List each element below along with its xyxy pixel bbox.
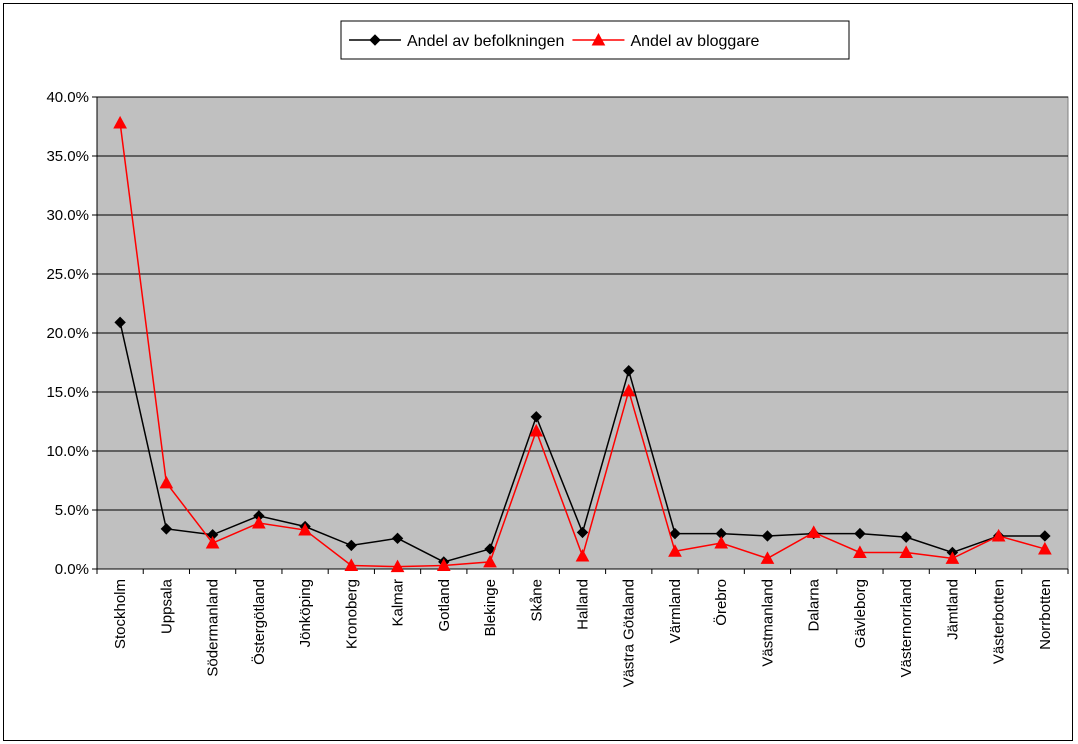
x-tick-label: Örebro xyxy=(712,579,730,626)
data-point-triangle xyxy=(668,544,682,557)
x-tick-label: Västmanland xyxy=(759,579,776,667)
x-tick-label: Halland xyxy=(575,579,592,630)
data-point-triangle xyxy=(591,32,606,46)
data-point-triangle xyxy=(899,545,914,558)
data-point-triangle xyxy=(344,558,359,571)
x-tick-label: Västerbotten xyxy=(991,579,1008,664)
x-tick-label: Värmland xyxy=(667,579,684,643)
y-tick-label: 0.0% xyxy=(55,561,89,578)
y-axis: 0.0% 5.0% 10.0% 15.0% 20.0% 25.0% 30.0% 35.0% 40… xyxy=(46,89,98,578)
y-tick-label: 5.0% xyxy=(55,502,89,519)
data-point-diamond xyxy=(530,411,542,423)
data-point-diamond xyxy=(114,316,126,329)
data-point-triangle xyxy=(529,423,544,437)
x-tick-label: Stockholm xyxy=(112,579,129,649)
legend-item-2: Andel av bloggare xyxy=(572,32,760,50)
legend-label: Andel av befolkningen xyxy=(407,33,564,50)
data-point-triangle xyxy=(113,115,127,129)
gridlines xyxy=(97,96,1068,570)
legend-item-1: Andel av befolkningen xyxy=(349,33,564,50)
x-tick-label: Jämtland xyxy=(944,579,961,640)
y-tick-label: 25.0% xyxy=(46,266,89,283)
y-tick-label: 15.0% xyxy=(46,384,89,401)
data-point-triangle xyxy=(1038,541,1052,555)
x-tick-label: Skåne xyxy=(528,579,545,622)
line-chart: Andel av befolkningen Andel av bloggare 0… xyxy=(46,20,1069,687)
x-tick-label: Kalmar xyxy=(390,579,407,627)
y-tick-label: 40.0% xyxy=(46,89,89,106)
data-point-diamond xyxy=(623,365,635,377)
y-tick-label: 20.0% xyxy=(46,325,89,342)
data-point-triangle xyxy=(806,525,821,538)
data-point-triangle xyxy=(991,528,1006,542)
series-layer xyxy=(113,115,1052,573)
x-axis: Stockholm Uppsala Södermanland Östergötland… xyxy=(96,568,1069,687)
x-tick-label: Södermanland xyxy=(205,579,222,677)
data-point-triangle xyxy=(205,535,220,549)
data-point-triangle xyxy=(436,558,451,571)
x-tick-label: Jönköping xyxy=(297,579,314,647)
x-tick-label: Uppsala xyxy=(158,578,175,634)
x-tick-label: Västra Götaland xyxy=(621,579,638,687)
chart-frame: Andel av befolkningen Andel av bloggare 0… xyxy=(3,3,1073,741)
x-tick-label: Norrbotten xyxy=(1037,579,1054,650)
data-point-diamond xyxy=(900,531,912,543)
data-point-diamond xyxy=(345,539,358,552)
y-tick-label: 30.0% xyxy=(46,207,89,224)
series-2 xyxy=(113,115,1052,573)
data-point-diamond xyxy=(391,532,404,545)
data-point-triangle xyxy=(251,515,266,529)
data-point-triangle xyxy=(945,551,960,564)
data-point-triangle xyxy=(621,383,636,397)
data-point-diamond xyxy=(160,523,173,535)
legend-label: Andel av bloggare xyxy=(630,33,759,50)
data-point-diamond xyxy=(854,527,866,540)
x-tick-label: Kronoberg xyxy=(343,579,360,649)
legend: Andel av befolkningen Andel av bloggare xyxy=(340,20,850,60)
x-tick-label: Blekinge xyxy=(482,579,499,637)
x-tick-label: Dalarna xyxy=(806,578,823,631)
y-tick-label: 10.0% xyxy=(46,443,89,460)
data-point-diamond xyxy=(669,527,681,540)
x-tick-label: Gotland xyxy=(436,579,453,632)
y-tick-label: 35.0% xyxy=(46,148,89,165)
data-point-diamond xyxy=(761,530,774,542)
data-point-diamond xyxy=(1039,530,1051,542)
data-point-diamond xyxy=(576,526,589,539)
x-tick-label: Gävleborg xyxy=(852,579,869,648)
data-point-triangle xyxy=(853,545,867,558)
data-point-triangle xyxy=(159,475,174,489)
data-point-triangle xyxy=(575,548,590,562)
data-point-diamond xyxy=(484,543,496,555)
data-point-triangle xyxy=(390,559,405,573)
data-point-triangle xyxy=(298,523,312,536)
data-point-triangle xyxy=(483,554,497,568)
data-point-triangle xyxy=(714,535,729,549)
x-tick-label: Västernorrland xyxy=(898,579,915,677)
x-tick-label: Östergötland xyxy=(250,579,268,665)
data-point-triangle xyxy=(760,551,775,564)
data-point-diamond xyxy=(369,34,381,46)
